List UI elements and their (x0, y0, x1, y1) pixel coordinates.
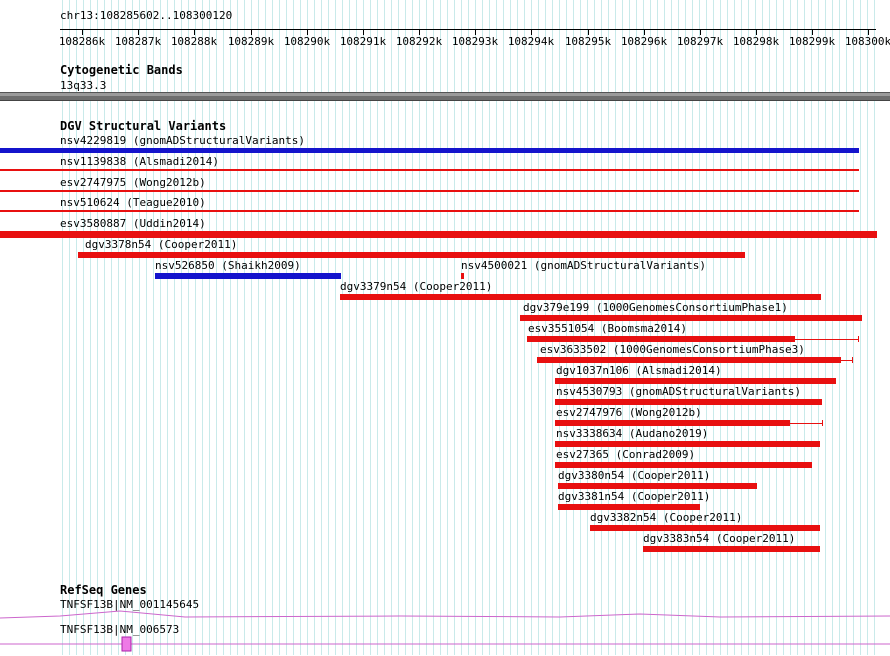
ruler-tick-label: 108290k (283, 35, 331, 48)
ruler-tick-label: 108300k (844, 35, 890, 48)
variant-extension-line (795, 339, 858, 340)
variant-bar[interactable] (555, 378, 836, 384)
ruler-tick (475, 30, 476, 35)
variant-label: nsv4229819 (gnomADStructuralVariants) (60, 134, 306, 147)
ruler-tick-label: 108296k (620, 35, 668, 48)
variant-bar[interactable] (0, 210, 859, 212)
variant-bar[interactable] (558, 483, 757, 489)
variant-label: nsv3338634 (Audano2019) (556, 427, 709, 440)
ruler-tick-label: 108291k (339, 35, 387, 48)
variant-bar[interactable] (555, 399, 822, 405)
gene-label: TNFSF13B|NM_001145645 (60, 598, 200, 611)
variant-bar[interactable] (78, 252, 745, 258)
ruler-tick (363, 30, 364, 35)
variant-bar[interactable] (643, 546, 820, 552)
ruler-tick-label: 108299k (788, 35, 836, 48)
ruler-tick-label: 108286k (58, 35, 106, 48)
variant-extension-line (841, 360, 852, 361)
ruler-tick-label: 108288k (170, 35, 218, 48)
variant-label: nsv510624 (Teague2010) (60, 196, 206, 209)
grid-background (62, 0, 876, 655)
variant-label: nsv4500021 (gnomADStructuralVariants) (461, 259, 707, 272)
ruler-tick (194, 30, 195, 35)
variant-bar[interactable] (537, 357, 841, 363)
variant-label: dgv1037n106 (Alsmadi2014) (556, 364, 722, 377)
ruler-tick (419, 30, 420, 35)
variant-label: dgv379e199 (1000GenomesConsortiumPhase1) (523, 301, 788, 314)
variant-bar[interactable] (555, 420, 790, 426)
ruler-tick-label: 108289k (227, 35, 275, 48)
variant-label: dgv3381n54 (Cooper2011) (558, 490, 711, 503)
variant-label: esv3551054 (Boomsma2014) (528, 322, 687, 335)
gene-glyph[interactable] (0, 608, 890, 628)
variant-label: esv27365 (Conrad2009) (556, 448, 696, 461)
ruler-tick-label: 108293k (451, 35, 499, 48)
ruler-tick (251, 30, 252, 35)
variant-extension-endtick (822, 420, 823, 426)
cytoband-bar[interactable] (0, 92, 890, 101)
ruler-tick-label: 108298k (732, 35, 780, 48)
variant-label: dgv3380n54 (Cooper2011) (558, 469, 711, 482)
variant-label: nsv1139838 (Alsmadi2014) (60, 155, 219, 168)
variant-label: dgv3382n54 (Cooper2011) (590, 511, 743, 524)
section-title-dgv: DGV Structural Variants (60, 119, 227, 133)
ruler-tick (588, 30, 589, 35)
variant-extension-endtick (858, 336, 859, 342)
ruler-tick-label: 108287k (114, 35, 162, 48)
variant-label: esv2747975 (Wong2012b) (60, 176, 206, 189)
section-title-refseq: RefSeq Genes (60, 583, 147, 597)
variant-label: nsv4530793 (gnomADStructuralVariants) (556, 385, 802, 398)
variant-label: dgv3379n54 (Cooper2011) (340, 280, 493, 293)
variant-label: esv2747976 (Wong2012b) (556, 406, 702, 419)
variant-bar[interactable] (155, 273, 341, 279)
variant-bar[interactable] (340, 294, 821, 300)
variant-bar[interactable] (520, 315, 862, 321)
ruler-tick-label: 108295k (564, 35, 612, 48)
ruler-tick (307, 30, 308, 35)
section-title-cytobands: Cytogenetic Bands (60, 63, 183, 77)
variant-bar[interactable] (590, 525, 820, 531)
variant-label: dgv3378n54 (Cooper2011) (85, 238, 238, 251)
variant-bar[interactable] (555, 441, 820, 447)
ruler-tick (868, 30, 869, 35)
ruler-tick (82, 30, 83, 35)
ruler-tick (812, 30, 813, 35)
cytoband-label: 13q33.3 (60, 79, 107, 92)
variant-bar[interactable] (0, 148, 859, 153)
variant-label: nsv526850 (Shaikh2009) (155, 259, 301, 272)
ruler-tick (700, 30, 701, 35)
variant-bar[interactable] (527, 336, 795, 342)
variant-label: dgv3383n54 (Cooper2011) (643, 532, 796, 545)
region-title: chr13:108285602..108300120 (60, 9, 233, 22)
ruler-tick-label: 108292k (395, 35, 443, 48)
ruler-tick (644, 30, 645, 35)
ruler-tick-label: 108297k (676, 35, 724, 48)
ruler-tick-label: 108294k (507, 35, 555, 48)
ruler-tick (756, 30, 757, 35)
ruler-tick (531, 30, 532, 35)
variant-label: esv3580887 (Uddin2014) (60, 217, 206, 230)
variant-label: esv3633502 (1000GenomesConsortiumPhase3) (540, 343, 805, 356)
variant-bar[interactable] (558, 504, 700, 510)
gene-exon-box[interactable] (121, 636, 132, 652)
ruler-line (60, 29, 876, 30)
ruler-tick (138, 30, 139, 35)
gene-label: TNFSF13B|NM_006573 (60, 623, 180, 636)
variant-bar[interactable] (555, 462, 812, 468)
variant-bar[interactable] (461, 273, 464, 279)
gene-glyph[interactable] (0, 636, 890, 656)
variant-extension-line (790, 423, 822, 424)
variant-bar[interactable] (0, 169, 859, 171)
variant-bar[interactable] (0, 190, 859, 192)
variant-extension-endtick (852, 357, 853, 363)
variant-bar[interactable] (0, 231, 877, 238)
